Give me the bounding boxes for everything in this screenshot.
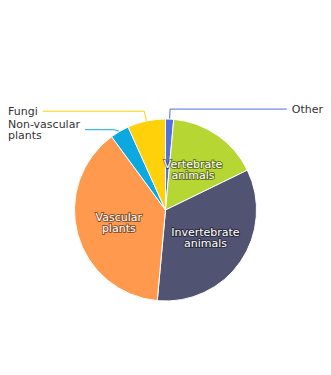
svg-text:animals: animals bbox=[172, 169, 215, 182]
svg-text:Non-vascular: Non-vascular bbox=[8, 117, 80, 131]
svg-text:animals: animals bbox=[184, 237, 227, 250]
svg-text:Fungi: Fungi bbox=[8, 105, 38, 118]
svg-text:plants: plants bbox=[102, 222, 136, 235]
svg-text:Invertebrate: Invertebrate bbox=[171, 225, 240, 239]
svg-text:Vascular: Vascular bbox=[95, 211, 142, 224]
svg-text:plants: plants bbox=[8, 129, 42, 142]
svg-text:Other: Other bbox=[292, 103, 324, 116]
svg-text:Vertebrate: Vertebrate bbox=[163, 158, 223, 172]
